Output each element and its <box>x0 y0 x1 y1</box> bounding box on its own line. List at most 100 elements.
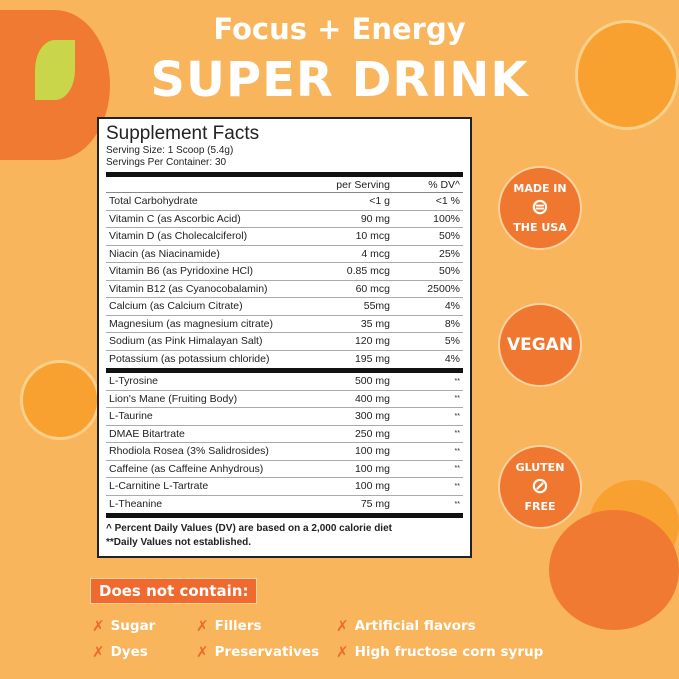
amount: 400 mg <box>354 392 390 405</box>
flag-icon: ⊜ <box>530 195 550 220</box>
footnote-dv: ^ Percent Daily Values (DV) are based on… <box>106 523 392 534</box>
badge-text: FREE <box>524 500 556 513</box>
daily-value: ** <box>454 500 460 508</box>
table-row: Total Carbohydrate <1 g <1 % <box>106 193 463 211</box>
table-row: Vitamin B6 (as Pyridoxine HCl) 0.85 mcg 50… <box>106 263 463 281</box>
gluten-free-badge: GLUTEN ⊘ FREE <box>498 445 582 529</box>
amount: 195 mg <box>354 353 390 366</box>
x-mark-icon: ✗ <box>92 617 105 635</box>
x-mark-icon: ✗ <box>92 643 105 661</box>
amount: 10 mcg <box>355 230 390 243</box>
amount: 250 mg <box>354 427 390 440</box>
amount: 55mg <box>363 300 390 313</box>
daily-value: ** <box>454 482 460 490</box>
amount: 90 mg <box>360 212 390 225</box>
table-row: DMAE Bitartrate 250 mg ** <box>106 426 463 443</box>
daily-value: 100% <box>433 212 460 225</box>
x-mark-icon: ✗ <box>336 643 349 661</box>
amount: 100 mg <box>354 462 390 475</box>
daily-value: 8% <box>444 317 460 330</box>
amount: 100 mg <box>354 480 390 493</box>
badge-text: VEGAN <box>506 335 574 355</box>
table-row: Vitamin B12 (as Cyanocobalamin) 60 mcg 250… <box>106 281 463 298</box>
daily-value: ** <box>454 465 460 473</box>
daily-value: 25% <box>438 247 460 260</box>
nutrient-name: Sodium (as Pink Himalayan Salt) <box>109 335 263 348</box>
x-mark-icon: ✗ <box>196 617 209 635</box>
table-row: Rhodiola Rosea (3% Salidrosides) 100 mg ** <box>106 443 463 461</box>
daily-value: 5% <box>444 335 460 348</box>
table-row: Lion's Mane (Fruiting Body) 400 mg ** <box>106 391 463 408</box>
nutrient-name: Lion's Mane (Fruiting Body) <box>109 392 238 405</box>
peach-illustration <box>20 360 100 440</box>
daily-value: ** <box>454 395 460 403</box>
amount: 4 mcg <box>361 247 390 260</box>
daily-value: 2500% <box>427 282 460 295</box>
peach-illustration <box>575 20 679 130</box>
excluded-item: ✗ High fructose corn syrup <box>336 643 543 661</box>
daily-value: 4% <box>444 300 460 313</box>
nutrient-name: Vitamin D (as Cholecalciferol) <box>109 230 248 243</box>
nutrient-name: Rhodiola Rosea (3% Salidrosides) <box>109 445 269 458</box>
nutrient-name: Vitamin C (as Ascorbic Acid) <box>109 212 241 225</box>
nutrient-name: Calcium (as Calcium Citrate) <box>109 300 243 313</box>
table-row: Niacin (as Niacinamide) 4 mcg 25% <box>106 246 463 263</box>
nutrient-name: Total Carbohydrate <box>109 195 198 208</box>
servings-per-container: Servings Per Container: 30 <box>106 157 227 168</box>
table-row: L-Tyrosine 500 mg ** <box>106 373 463 391</box>
serving-size: Serving Size: 1 Scoop (5.4g) <box>106 145 234 156</box>
nutrient-name: L-Theanine <box>109 498 163 511</box>
table-row: Potassium (as potassium chloride) 195 mg 4… <box>106 351 463 369</box>
badge-text: MADE IN <box>513 182 567 195</box>
table-row: Vitamin C (as Ascorbic Acid) 90 mg 100% <box>106 211 463 228</box>
product-title: SUPER DRINK <box>150 52 529 108</box>
leaf-illustration <box>35 40 75 100</box>
table-row: Calcium (as Calcium Citrate) 55mg 4% <box>106 298 463 316</box>
table-row: L-Carnitine L-Tartrate 100 mg ** <box>106 478 463 496</box>
amount: 75 mg <box>360 498 390 511</box>
table-row: L-Taurine 300 mg ** <box>106 408 463 426</box>
excluded-item-label: Preservatives <box>214 644 320 660</box>
x-mark-icon: ✗ <box>336 617 349 635</box>
nutrient-name: DMAE Bitartrate <box>109 427 185 440</box>
table-row: Magnesium (as magnesium citrate) 35 mg 8% <box>106 316 463 333</box>
wheat-crossed-icon: ⊘ <box>530 474 550 499</box>
excluded-item: ✗ Preservatives <box>196 643 319 661</box>
excluded-item-label: Dyes <box>110 644 148 660</box>
excluded-item-label: Sugar <box>110 618 156 634</box>
amount: 0.85 mcg <box>346 265 390 278</box>
daily-value: ** <box>454 377 460 385</box>
amount: 120 mg <box>354 335 390 348</box>
facts-title: Supplement Facts <box>106 123 260 144</box>
daily-value: <1 % <box>435 195 460 208</box>
headline: Focus + Energy <box>213 12 466 46</box>
vegan-badge: VEGAN <box>498 303 582 387</box>
table-row: Sodium (as Pink Himalayan Salt) 120 mg 5% <box>106 333 463 351</box>
excluded-item-label: Artificial flavors <box>354 618 476 634</box>
daily-value: ** <box>454 430 460 438</box>
amount: 100 mg <box>354 445 390 458</box>
table-row: Vitamin D (as Cholecalciferol) 10 mcg 50% <box>106 228 463 246</box>
x-mark-icon: ✗ <box>196 643 209 661</box>
nutrient-name: Vitamin B6 (as Pyridoxine HCl) <box>109 265 253 278</box>
footnote-not-established: **Daily Values not established. <box>106 537 252 548</box>
col-dv: % DV^ <box>428 178 460 191</box>
amount: 60 mcg <box>355 282 390 295</box>
table-row: L-Theanine 75 mg ** <box>106 496 463 514</box>
excluded-item: ✗ Dyes <box>92 643 148 661</box>
table-row: Caffeine (as Caffeine Anhydrous) 100 mg ** <box>106 461 463 478</box>
amount: 300 mg <box>354 410 390 423</box>
col-amount: per Serving <box>336 178 390 191</box>
daily-value: 50% <box>438 230 460 243</box>
excluded-item: ✗ Fillers <box>196 617 262 635</box>
nutrient-name: Niacin (as Niacinamide) <box>109 247 220 260</box>
nutrient-name: Potassium (as potassium chloride) <box>109 353 270 366</box>
amount: <1 g <box>369 195 390 208</box>
daily-value: ** <box>454 447 460 455</box>
made-in-usa-badge: MADE IN ⊜ THE USA <box>498 166 582 250</box>
nutrient-name: Vitamin B12 (as Cyanocobalamin) <box>109 282 268 295</box>
badge-text: THE USA <box>513 221 567 234</box>
divider <box>106 368 463 373</box>
nutrient-name: L-Tyrosine <box>109 375 159 388</box>
badge-text: GLUTEN <box>515 461 565 474</box>
